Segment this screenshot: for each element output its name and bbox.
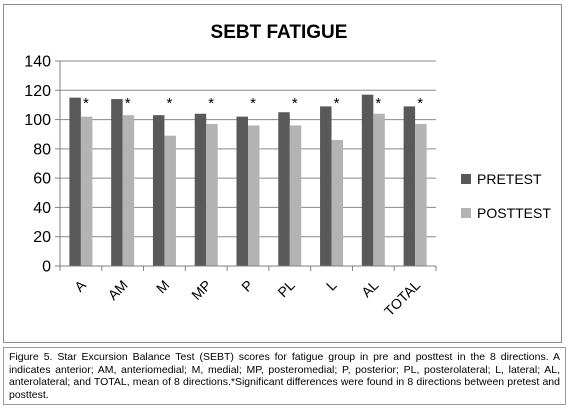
x-tick-label: AM [105,277,131,303]
bar-chart: SEBT FATIGUE * * * * * * * * * 0 20 40 60 80 100 120 14… [24,22,551,319]
y-tick-label: 0 [42,259,51,276]
x-tick-label: MP [188,277,214,303]
x-tick-label: M [153,277,173,297]
chart-frame: SEBT FATIGUE * * * * * * * * * 0 20 40 60 80 100 120 14… [3,4,562,343]
bar-posttest-l [331,140,344,266]
significance-marker: * [167,95,173,112]
legend-label: POSTTEST [477,205,551,221]
significance-marker: * [292,95,298,112]
bar-pretest-total [403,106,416,267]
x-axis: A AM M MP P PL L AL TOTAL [59,265,437,319]
bar-posttest-am [122,115,135,266]
y-tick-label: 60 [33,171,51,188]
plot-area: * * * * * * * * * [69,94,427,267]
x-tick-label: L [323,277,340,294]
bar-pretest-am [111,99,123,266]
bar-posttest-a [80,116,93,267]
bar-pretest-a [69,97,81,266]
bar-posttest-al [373,113,385,266]
significance-marker: * [375,95,381,112]
x-tick-label: P [238,277,256,295]
legend-swatch [461,208,471,218]
legend: PRETEST POSTTEST [461,171,551,221]
bar-posttest-mp [206,123,218,266]
bar-pretest-l [320,106,332,267]
y-tick-label: 140 [24,54,51,71]
legend-label: PRETEST [477,171,542,187]
y-tick-label: 100 [24,112,51,129]
significance-marker: * [250,95,256,112]
y-tick-label: 40 [33,200,51,217]
significance-marker: * [208,95,214,112]
y-tick-label: 20 [33,229,51,246]
x-tick-label: AL [358,277,382,301]
significance-marker: * [83,95,89,112]
y-axis: 0 20 40 60 80 100 120 140 [24,54,61,276]
bar-pretest-mp [194,113,207,266]
caption-text: Figure 5. Star Excursion Balance Test (S… [9,351,560,401]
bar-pretest-al [361,94,374,266]
significance-marker: * [334,95,340,112]
figure-caption: Figure 5. Star Excursion Balance Test (S… [3,347,566,405]
chart-title: SEBT FATIGUE [211,22,348,43]
x-tick-label: PL [274,277,298,301]
bar-pretest-pl [278,112,290,266]
legend-swatch [461,174,471,184]
bar-pretest-m [152,115,165,266]
bar-posttest-p [248,125,260,266]
bar-posttest-pl [289,125,302,266]
y-tick-label: 80 [33,141,51,158]
bar-pretest-p [236,116,248,267]
x-tick-label: A [71,276,89,294]
bar-posttest-total [415,123,427,266]
significance-marker: * [417,95,423,112]
y-tick-label: 120 [24,83,51,100]
significance-marker: * [125,95,131,112]
x-tick-label: TOTAL [381,277,423,319]
bar-posttest-m [164,135,176,266]
